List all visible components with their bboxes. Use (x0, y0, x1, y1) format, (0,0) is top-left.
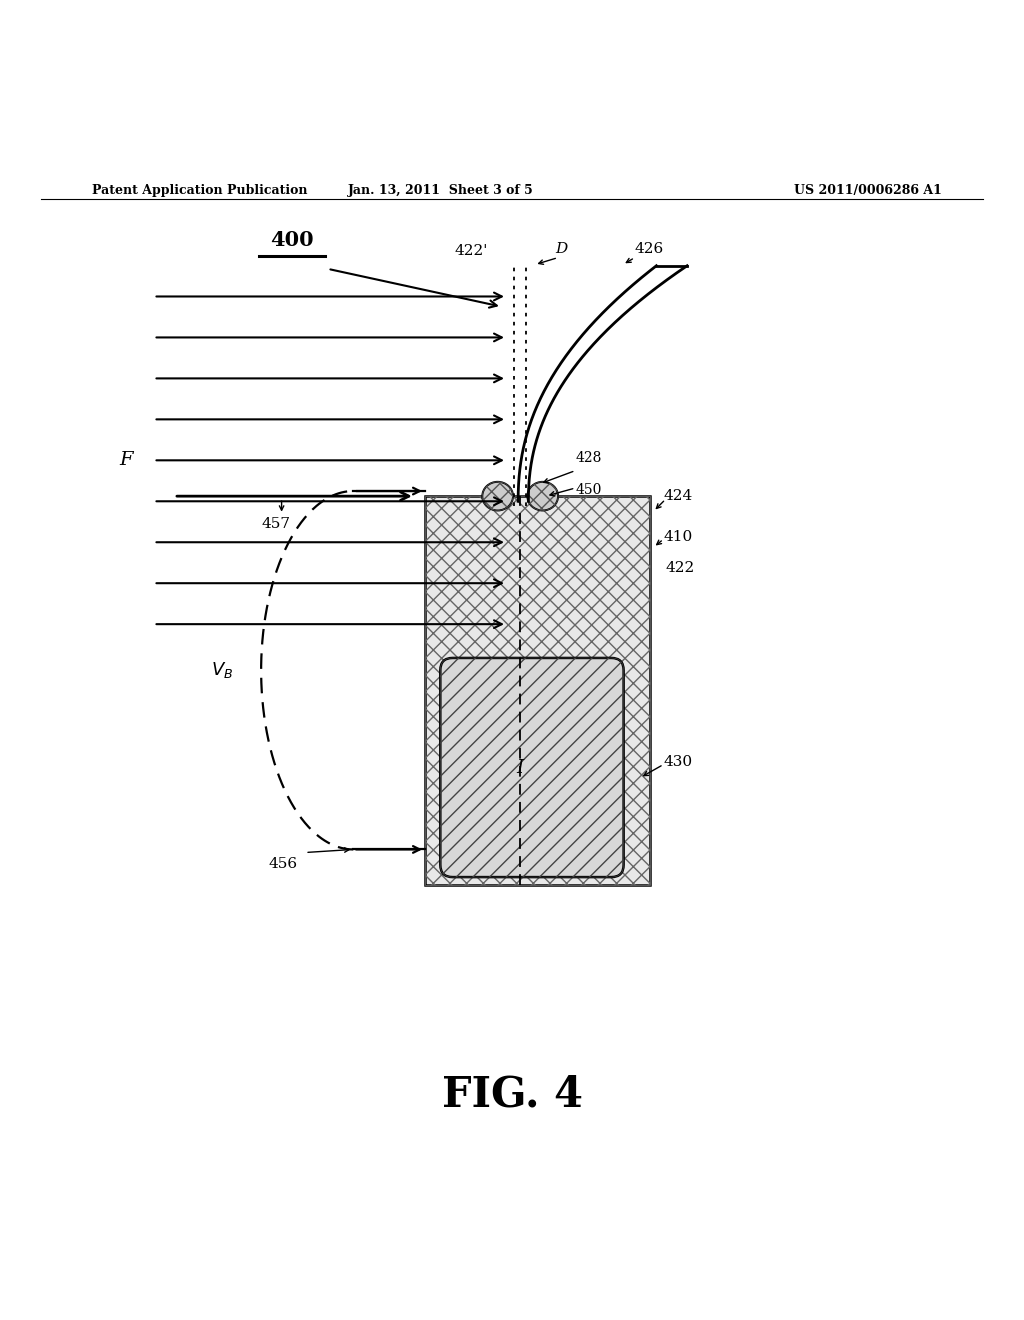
Bar (425, 496, 650, 886)
Ellipse shape (527, 482, 558, 511)
Text: US 2011/0006286 A1: US 2011/0006286 A1 (795, 183, 942, 197)
Text: 430: 430 (664, 755, 692, 770)
Text: FIG. 4: FIG. 4 (441, 1073, 583, 1115)
Ellipse shape (482, 482, 513, 511)
Text: Patent Application Publication: Patent Application Publication (92, 183, 307, 197)
Text: D: D (555, 242, 567, 256)
Text: 410: 410 (664, 531, 693, 544)
Text: Jan. 13, 2011  Sheet 3 of 5: Jan. 13, 2011 Sheet 3 of 5 (347, 183, 534, 197)
Text: 457: 457 (261, 516, 290, 531)
Text: 456: 456 (268, 857, 297, 871)
Text: I: I (517, 759, 523, 776)
Text: 422': 422' (454, 244, 487, 257)
Text: 450: 450 (575, 483, 602, 496)
Text: F: F (120, 451, 133, 470)
Bar (425, 496, 650, 886)
Text: 428: 428 (575, 451, 602, 466)
Text: $V_B$: $V_B$ (211, 660, 233, 680)
Text: 400: 400 (270, 231, 313, 251)
Text: 422: 422 (666, 561, 695, 574)
Text: 424: 424 (664, 490, 693, 503)
Text: 426: 426 (635, 242, 665, 256)
FancyBboxPatch shape (440, 657, 624, 876)
